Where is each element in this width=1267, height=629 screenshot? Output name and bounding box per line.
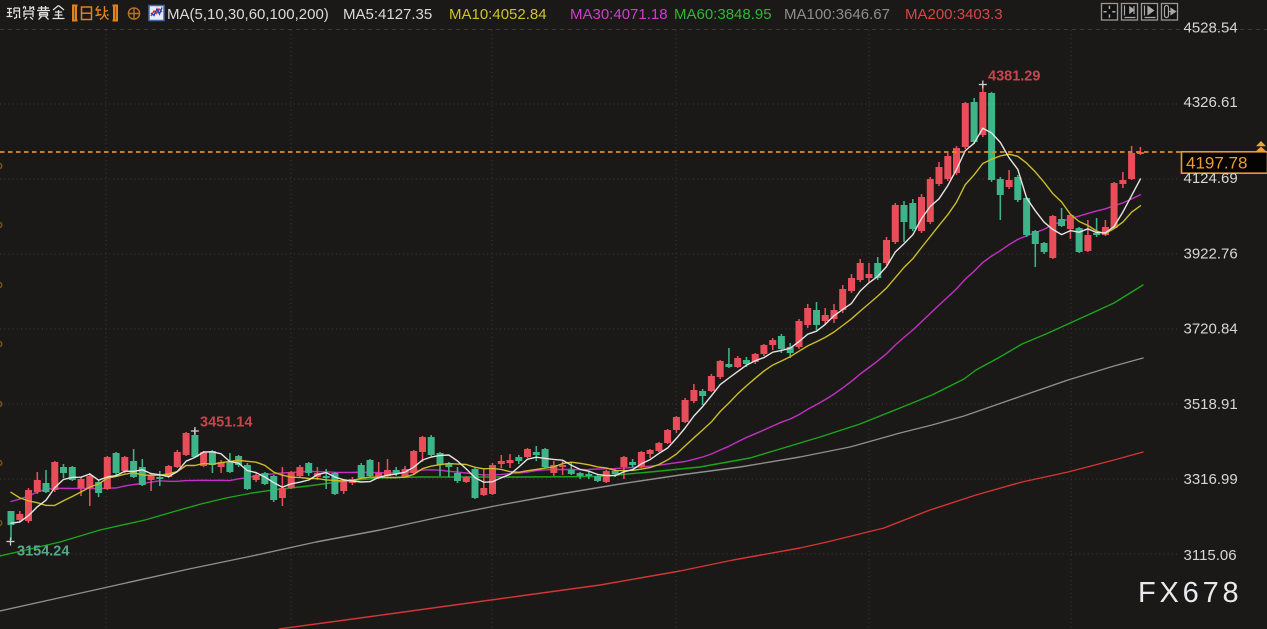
svg-text:MA5:4127.35: MA5:4127.35: [343, 6, 432, 23]
svg-text:3115.06: 3115.06: [1184, 547, 1237, 564]
svg-text:3154.24: 3154.24: [17, 544, 69, 560]
svg-text:3518.91: 3518.91: [1184, 396, 1238, 413]
svg-text:4197.78: 4197.78: [1186, 154, 1247, 173]
svg-text:MA10:4052.84: MA10:4052.84: [449, 6, 547, 23]
svg-text:4528.54: 4528.54: [1184, 20, 1238, 37]
svg-text:MA200:3403.3: MA200:3403.3: [905, 6, 1003, 23]
svg-text:3922.76: 3922.76: [1184, 245, 1238, 262]
svg-text:MA60:3848.95: MA60:3848.95: [674, 6, 772, 23]
svg-text:MA30:4071.18: MA30:4071.18: [570, 6, 668, 23]
svg-text:4381.29: 4381.29: [988, 69, 1040, 85]
svg-text:FX678: FX678: [1138, 577, 1242, 609]
svg-text:4124.69: 4124.69: [1184, 170, 1238, 187]
svg-text:4326.61: 4326.61: [1184, 94, 1238, 111]
svg-text:3720.84: 3720.84: [1184, 320, 1238, 337]
svg-text:MA(5,10,30,60,100,200): MA(5,10,30,60,100,200): [167, 6, 329, 23]
svg-text:MA100:3646.67: MA100:3646.67: [784, 6, 890, 23]
svg-text:3451.14: 3451.14: [200, 415, 252, 431]
svg-text:3316.99: 3316.99: [1184, 471, 1238, 488]
